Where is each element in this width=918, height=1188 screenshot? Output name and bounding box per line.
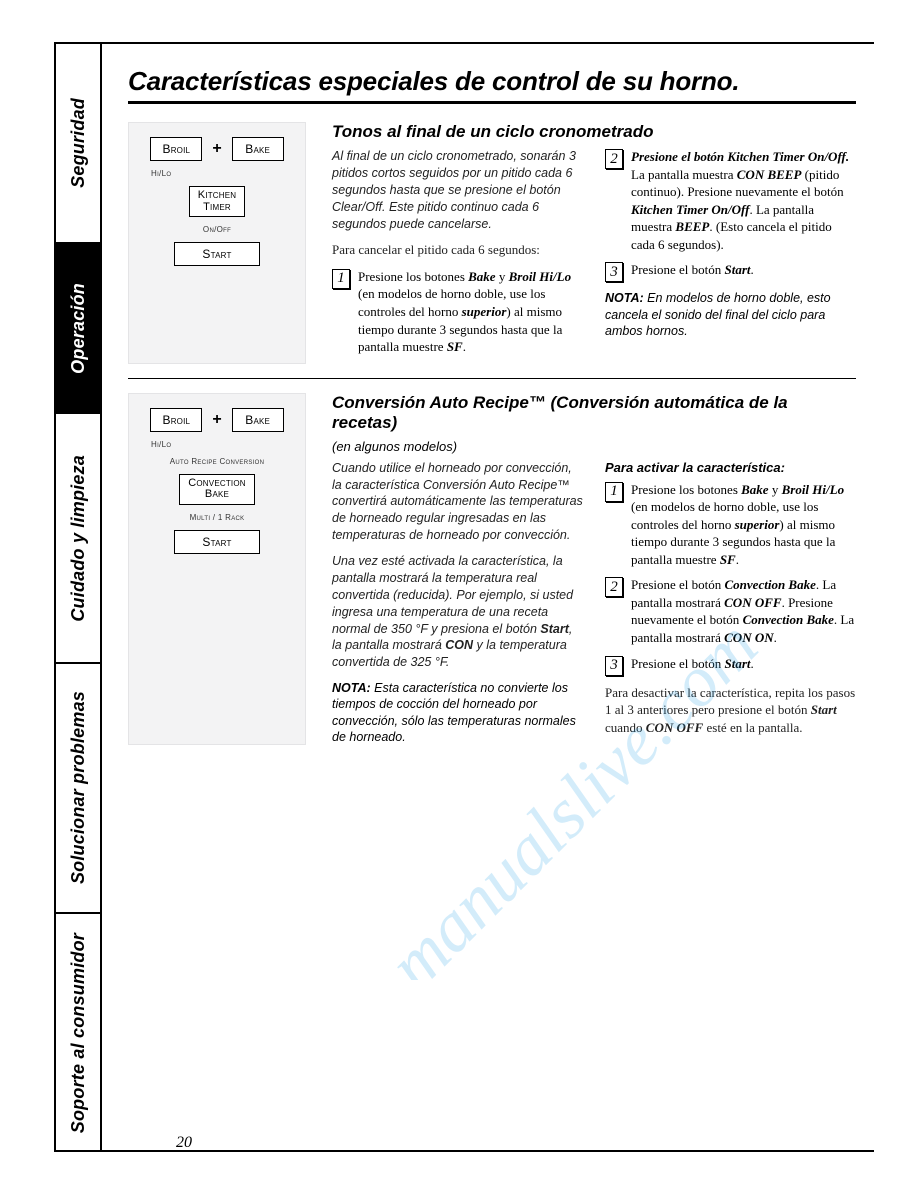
label-arc: Auto Recipe Conversion	[170, 457, 265, 466]
section1-title: Tonos al final de un ciclo cronometrado	[332, 122, 856, 142]
section-tones: Broil + Bake Hi/Lo Kitchen Timer On/Off …	[128, 122, 856, 364]
btn-start: Start	[174, 242, 260, 266]
s1-step2: 2 Presione el botón Kitchen Timer On/Off…	[605, 148, 856, 253]
plus-icon: +	[212, 140, 221, 158]
title-rule	[128, 101, 856, 104]
btn-bake2: Bake	[232, 408, 284, 432]
plus-icon2: +	[212, 411, 221, 429]
btn-broil2: Broil	[150, 408, 202, 432]
btn-kitchen-timer: Kitchen Timer	[189, 186, 246, 217]
section2-sub: (en algunos modelos)	[332, 439, 856, 454]
s2-p2: Una vez esté activada la característica,…	[332, 553, 583, 671]
page-frame: Seguridad Operación Cuidado y limpieza S…	[54, 42, 874, 1152]
btn-bake: Bake	[232, 137, 284, 161]
s1-step1: 1 Presione los botones Bake y Broil Hi/L…	[332, 268, 583, 356]
btn-broil: Broil	[150, 137, 202, 161]
s2-p1: Cuando utilice el horneado por convecció…	[332, 460, 583, 544]
s1-note: NOTA: En modelos de horno doble, esto ca…	[605, 290, 856, 339]
label-multi: Multi / 1 Rack	[190, 513, 245, 522]
sidebar: Seguridad Operación Cuidado y limpieza S…	[56, 44, 102, 1150]
step-number-1: 1	[332, 269, 350, 289]
section1-right: 2 Presione el botón Kitchen Timer On/Off…	[605, 148, 856, 364]
section-autorecipe: Broil + Bake Hi/Lo Auto Recipe Conversio…	[128, 393, 856, 746]
s2-deactivate: Para desactivar la característica, repit…	[605, 684, 856, 737]
label-hilo2: Hi/Lo	[151, 440, 171, 449]
section1-left: Al final de un ciclo cronometrado, sonar…	[332, 148, 583, 364]
tab-operacion: Operación	[56, 244, 100, 414]
page-title: Características especiales de control de…	[128, 66, 856, 97]
s2-step2: 2 Presione el botón Convection Bake. La …	[605, 576, 856, 646]
cancel-line: Para cancelar el pitido cada 6 segundos:	[332, 241, 583, 259]
s2-step3: 3 Presione el botón Start.	[605, 655, 856, 676]
content-area: Características especiales de control de…	[102, 44, 874, 1150]
s1-step3: 3 Presione el botón Start.	[605, 261, 856, 282]
step-number-2: 2	[605, 149, 623, 169]
tab-solucionar: Solucionar problemas	[56, 664, 100, 914]
section1-intro: Al final de un ciclo cronometrado, sonar…	[332, 148, 583, 232]
s2-note: NOTA: Esta característica no convierte l…	[332, 680, 583, 745]
s2-step1: 1 Presione los botones Bake y Broil Hi/L…	[605, 481, 856, 569]
tab-seguridad: Seguridad	[56, 44, 100, 244]
panel-autorecipe: Broil + Bake Hi/Lo Auto Recipe Conversio…	[128, 393, 306, 746]
section2-title: Conversión Auto Recipe™ (Conversión auto…	[332, 393, 856, 433]
label-hilo: Hi/Lo	[151, 169, 171, 178]
tab-soporte: Soporte al consumidor	[56, 914, 100, 1152]
btn-convection-bake: Convection Bake	[179, 474, 255, 505]
section2-right: Para activar la característica: 1 Presio…	[605, 460, 856, 746]
tab-cuidado: Cuidado y limpieza	[56, 414, 100, 664]
page-number: 20	[176, 1134, 192, 1152]
label-onoff: On/Off	[203, 225, 231, 234]
step-number-3: 3	[605, 262, 623, 282]
btn-start2: Start	[174, 530, 260, 554]
activate-head: Para activar la característica:	[605, 460, 856, 475]
panel-tones: Broil + Bake Hi/Lo Kitchen Timer On/Off …	[128, 122, 306, 364]
section2-left: Cuando utilice el horneado por convecció…	[332, 460, 583, 746]
section-divider	[128, 378, 856, 379]
